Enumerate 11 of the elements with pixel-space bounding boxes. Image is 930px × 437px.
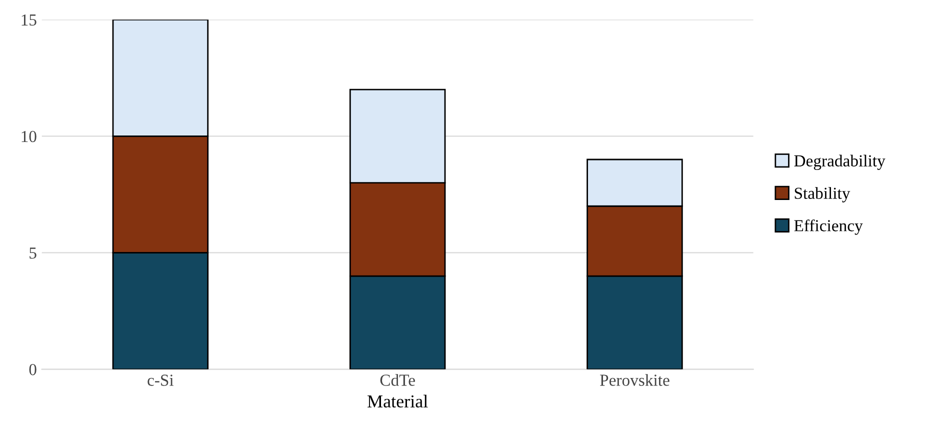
y-tick-label: 5 [30,248,36,259]
x-tick-label: Perovskite [600,374,670,386]
x-axis-title: Material [368,394,428,408]
y-tick-label: 10 [22,130,36,142]
y-tick-label: 15 [22,14,36,26]
legend-label: Degradability [794,154,886,170]
y-tick-label: 0 [29,364,36,376]
legend-label: Stability [794,187,850,202]
legend-label: Efficiency [794,219,863,235]
x-tick-label: CdTe [380,374,415,386]
x-tick-label: c-Si [148,374,174,386]
